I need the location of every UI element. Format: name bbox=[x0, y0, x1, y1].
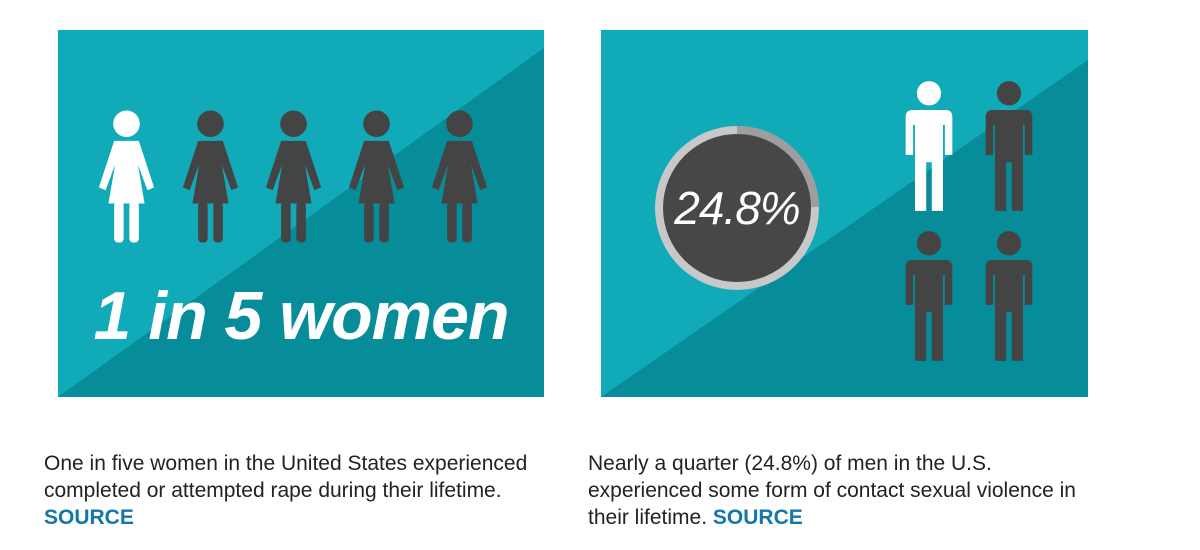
man-icon bbox=[905, 231, 953, 361]
women-figures-row bbox=[58, 30, 544, 397]
percentage-ring bbox=[655, 126, 819, 290]
woman-icon bbox=[431, 110, 488, 243]
percentage-value: 24.8% bbox=[674, 182, 800, 234]
men-caption-text: Nearly a quarter (24.8%) of men in the U… bbox=[588, 452, 1076, 529]
woman-icon bbox=[182, 110, 239, 243]
man-icon bbox=[985, 231, 1033, 361]
woman-icon bbox=[348, 110, 405, 243]
women-caption: One in five women in the United States e… bbox=[44, 450, 544, 531]
men-caption: Nearly a quarter (24.8%) of men in the U… bbox=[588, 450, 1088, 531]
woman-highlight-icon bbox=[98, 110, 155, 243]
man-highlight-icon bbox=[905, 81, 953, 211]
man-icon bbox=[985, 81, 1033, 211]
woman-icon bbox=[265, 110, 322, 243]
headline-stat: 1 in 5 women bbox=[93, 278, 510, 354]
men-source-link[interactable]: SOURCE bbox=[712, 506, 803, 529]
men-stat-panel: 24.8% bbox=[601, 30, 1088, 397]
women-stat-panel: 1 in 5 women bbox=[58, 30, 544, 397]
women-caption-text: One in five women in the United States e… bbox=[44, 452, 528, 502]
women-source-link[interactable]: SOURCE bbox=[44, 506, 134, 529]
ring-center bbox=[663, 134, 811, 282]
